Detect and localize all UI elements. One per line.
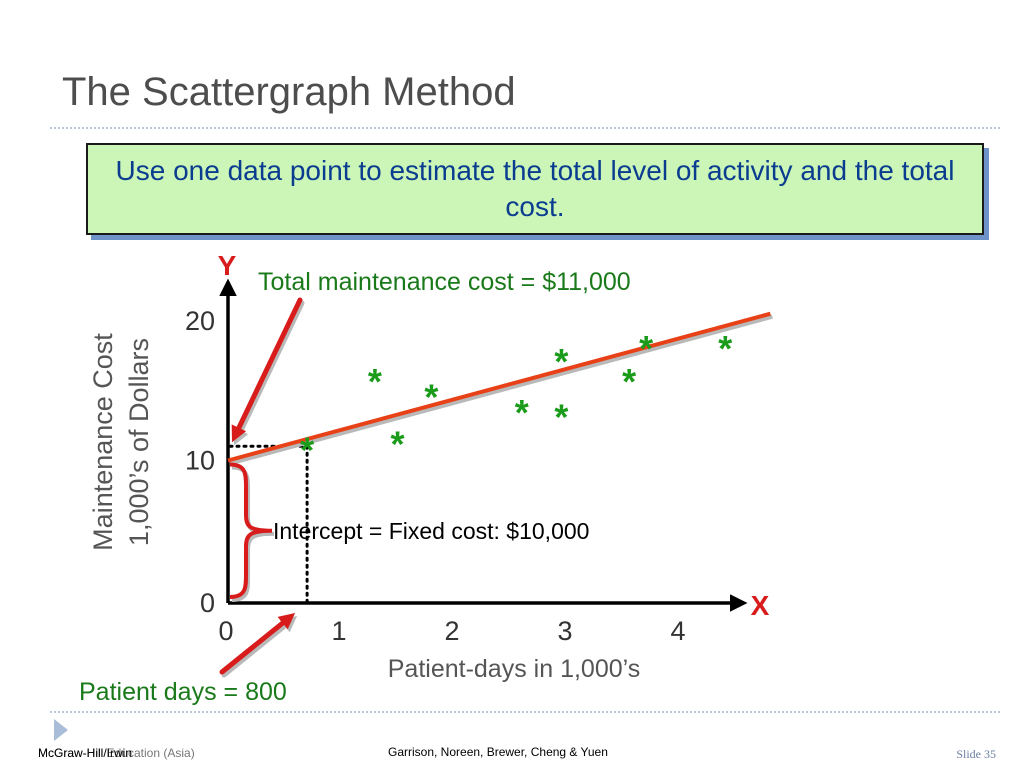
total-cost-arrow xyxy=(231,297,305,446)
patient-days-annotation: Patient days = 800 xyxy=(79,678,287,706)
data-point: * xyxy=(622,361,636,402)
footer-publisher-overlap: McGraw-Hill Education (Asia) xyxy=(38,746,195,760)
x-tick-labels: 0 1 2 3 4 xyxy=(218,616,685,646)
x-tick-label: 1 xyxy=(331,616,346,646)
footer-publisher-primary: McGraw-Hill/Irwin xyxy=(38,746,132,760)
y-axis-label-line2: 1,000’s of Dollars xyxy=(124,338,154,546)
footer-publisher: McGraw-Hill/Irwin McGraw-Hill Education … xyxy=(38,746,195,760)
title-divider xyxy=(50,127,1000,129)
data-point: * xyxy=(639,328,653,369)
y-axis-letter: Y xyxy=(218,250,237,281)
y-tick-labels: 0 10 20 xyxy=(185,306,215,618)
footer-divider xyxy=(50,711,1000,713)
x-axis-label: Patient-days in 1,000’s xyxy=(388,655,640,683)
callout-text: Use one data point to estimate the total… xyxy=(115,154,955,222)
x-tick-label: 3 xyxy=(557,616,572,646)
nav-triangle-icon xyxy=(54,719,68,741)
patient-days-arrow xyxy=(219,613,298,678)
total-cost-annotation: Total maintenance cost = $11,000 xyxy=(258,268,631,296)
intercept-brace xyxy=(229,462,273,599)
data-point: * xyxy=(390,424,404,465)
slide-title: The Scattergraph Method xyxy=(62,70,516,114)
fitted-line-shadow xyxy=(229,314,773,466)
y-tick-label: 20 xyxy=(185,306,215,336)
slide-number: Slide 35 xyxy=(956,747,996,761)
data-point: * xyxy=(368,361,382,402)
x-tick-label: 2 xyxy=(444,616,459,646)
callout-box: Use one data point to estimate the total… xyxy=(86,143,984,235)
data-point: * xyxy=(515,392,529,433)
y-tick-label: 10 xyxy=(185,446,215,476)
intercept-annotation: Intercept = Fixed cost: $10,000 xyxy=(273,518,589,544)
data-point: * xyxy=(554,396,568,437)
data-point: * xyxy=(300,429,314,470)
y-axis-label-line1: Maintenance Cost xyxy=(88,333,118,551)
data-point: * xyxy=(554,341,568,382)
data-points: **** * ** ** * xyxy=(300,328,732,470)
x-tick-label: 4 xyxy=(670,616,685,646)
x-tick-label: 0 xyxy=(218,616,233,646)
y-tick-label: 0 xyxy=(200,588,215,618)
y-axis-label: Maintenance Cost 1,000’s of Dollars xyxy=(88,333,154,551)
data-point: * xyxy=(424,377,438,418)
footer-authors: Garrison, Noreen, Brewer, Cheng & Yuen xyxy=(388,745,608,759)
x-axis-letter: X xyxy=(751,590,770,621)
data-point: * xyxy=(718,328,732,369)
fitted-line xyxy=(227,311,771,463)
